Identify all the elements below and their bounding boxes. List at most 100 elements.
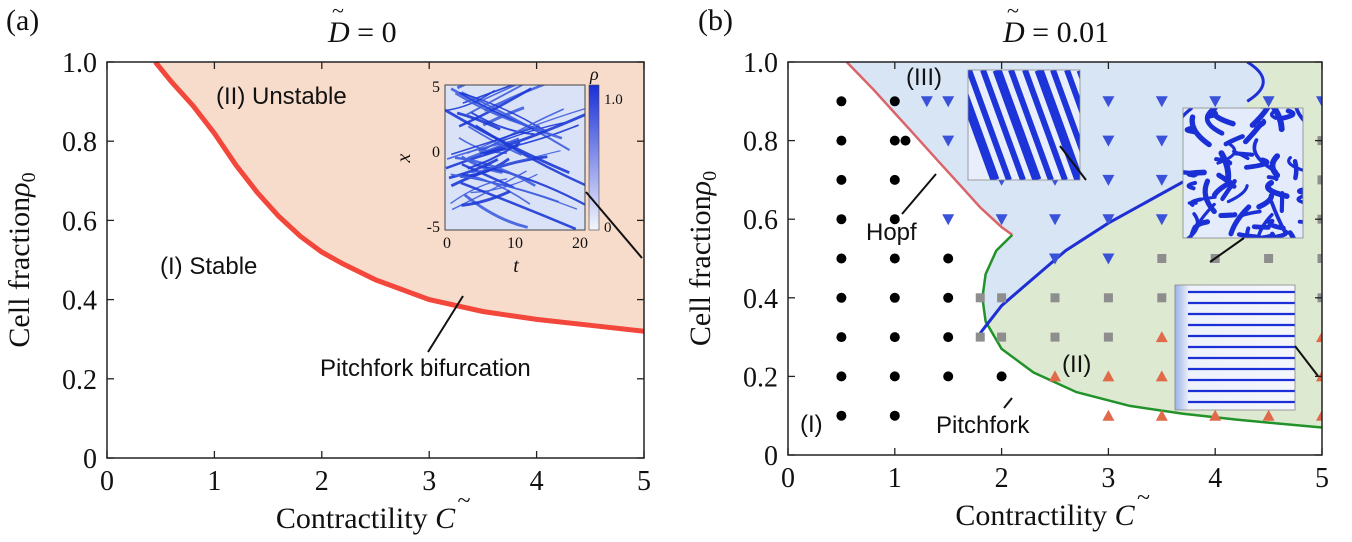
marker-square [1050, 293, 1060, 303]
kymograph-streak [446, 89, 496, 112]
title-text: D = 0.01 [1002, 16, 1109, 49]
marker-triangle-up [1049, 370, 1061, 382]
marker-square [997, 293, 1007, 303]
labyrinth-segment [1184, 125, 1198, 135]
marker-triangle-down [1155, 96, 1168, 108]
marker-stable [889, 174, 900, 185]
y-tick-label: 0.2 [62, 365, 97, 396]
x-tick-label: 5 [1315, 463, 1329, 494]
stripe [968, 92, 1000, 180]
x-tick-label: 5 [637, 466, 651, 497]
stripe [992, 70, 1042, 180]
y-tick-label: 0 [83, 444, 97, 475]
inset-pointer [585, 191, 643, 259]
labyrinth-segment [1228, 204, 1252, 237]
marker-square [1317, 175, 1322, 185]
marker-triangle-down [1102, 174, 1115, 186]
labyrinth-segment [1223, 134, 1245, 147]
kymograph-streak [451, 125, 540, 156]
kymograph-streak [479, 108, 565, 154]
x-tick-label: 3 [422, 466, 436, 497]
kymograph-streak [483, 113, 585, 156]
marker-square [1264, 254, 1274, 263]
marker-square [1317, 254, 1322, 263]
labyrinth-segment [1186, 169, 1207, 178]
inset-lanes [1174, 284, 1319, 411]
labyrinth-segment [1253, 231, 1276, 238]
marker-stable [836, 292, 847, 303]
labyrinth-segment [1245, 226, 1251, 238]
labyrinth-segment [1297, 187, 1303, 195]
marker-stable [996, 371, 1007, 382]
panel-b-ticks: 0 1 2 3 4 5 0 0.2 0.4 0.6 0.8 1.0 [743, 48, 1329, 494]
marker-square [997, 332, 1007, 342]
marker-triangle-down [995, 214, 1008, 226]
colorbar-label: ρ [589, 64, 599, 84]
marker-stable [943, 332, 954, 343]
pitchfork-boundary-line [153, 62, 644, 334]
kymograph-streak [467, 125, 522, 156]
pitchfork-pointer-b [1003, 397, 1013, 409]
marker-stable [943, 371, 954, 382]
labyrinth-segment [1256, 192, 1275, 210]
marker-triangle-down [942, 135, 955, 147]
hopf-curve [845, 62, 1014, 236]
y-tick-label: 0.6 [62, 206, 97, 237]
kymograph-streak [461, 163, 515, 189]
stripe [1050, 70, 1080, 154]
kymograph-streak [484, 165, 585, 206]
marker-stable [836, 332, 847, 343]
stripe [980, 70, 1026, 180]
marker-triangle-up [1262, 409, 1275, 421]
marker-triangle-down [1102, 253, 1115, 265]
labyrinth-segment [1202, 178, 1217, 215]
marker-triangle-down [920, 96, 933, 108]
kymograph-streak [467, 141, 521, 170]
marker-triangle-down [1316, 96, 1322, 108]
marker-triangle-up [1155, 409, 1168, 421]
marker-square [975, 293, 985, 303]
inset-labyrinth [1182, 107, 1304, 263]
marker-triangle-up [1316, 331, 1322, 343]
marker-triangle-down [942, 96, 955, 108]
y-axis-label: Cell fractionρ0 [684, 171, 721, 346]
title-tilde: ~ [1007, 0, 1019, 23]
marker-triangle-down [1155, 214, 1168, 226]
x-tick-label: 1 [207, 466, 221, 497]
x-axis-label: Contractility C [276, 502, 456, 535]
stripe [968, 70, 1012, 180]
y-tick-label: 1.0 [62, 48, 97, 79]
labyrinth-segment [1279, 108, 1296, 121]
inset-x-tick: 10 [507, 235, 523, 252]
labyrinth-segment [1242, 120, 1264, 145]
labyrinth-segment [1267, 218, 1286, 231]
labyrinth-segment [1210, 108, 1236, 127]
inset-x-label: t [513, 255, 519, 277]
kymograph-streak [454, 92, 546, 132]
y-axis-label: Cell fractionρ0 [3, 172, 40, 347]
kymograph-streak [470, 173, 538, 194]
hopf-pointer [901, 173, 937, 215]
x-tick-label: 3 [1101, 463, 1115, 494]
labyrinth-segment [1188, 225, 1196, 238]
inset-y-label: x [393, 153, 415, 163]
labyrinth-segment [1226, 184, 1249, 204]
marker-stable [889, 214, 900, 225]
marker-triangle-down [1262, 96, 1275, 108]
x-tick-label: 4 [1208, 463, 1222, 494]
marker-triangle-up [1102, 409, 1115, 421]
labyrinth-segment [1296, 194, 1303, 205]
kymograph-streak [450, 178, 508, 205]
marker-triangle-down [1155, 135, 1168, 147]
labyrinth-segment [1292, 158, 1299, 181]
colorbar-tick-min: 0 [604, 220, 612, 236]
labyrinth-segment [1186, 180, 1198, 191]
marker-stable [836, 253, 847, 264]
marker-triangle-down [1102, 96, 1115, 108]
labyrinth-segment [1273, 229, 1289, 238]
labyrinth-segment [1218, 150, 1232, 185]
labyrinth-segment [1269, 153, 1281, 179]
region-i-label: (I) [800, 411, 823, 438]
